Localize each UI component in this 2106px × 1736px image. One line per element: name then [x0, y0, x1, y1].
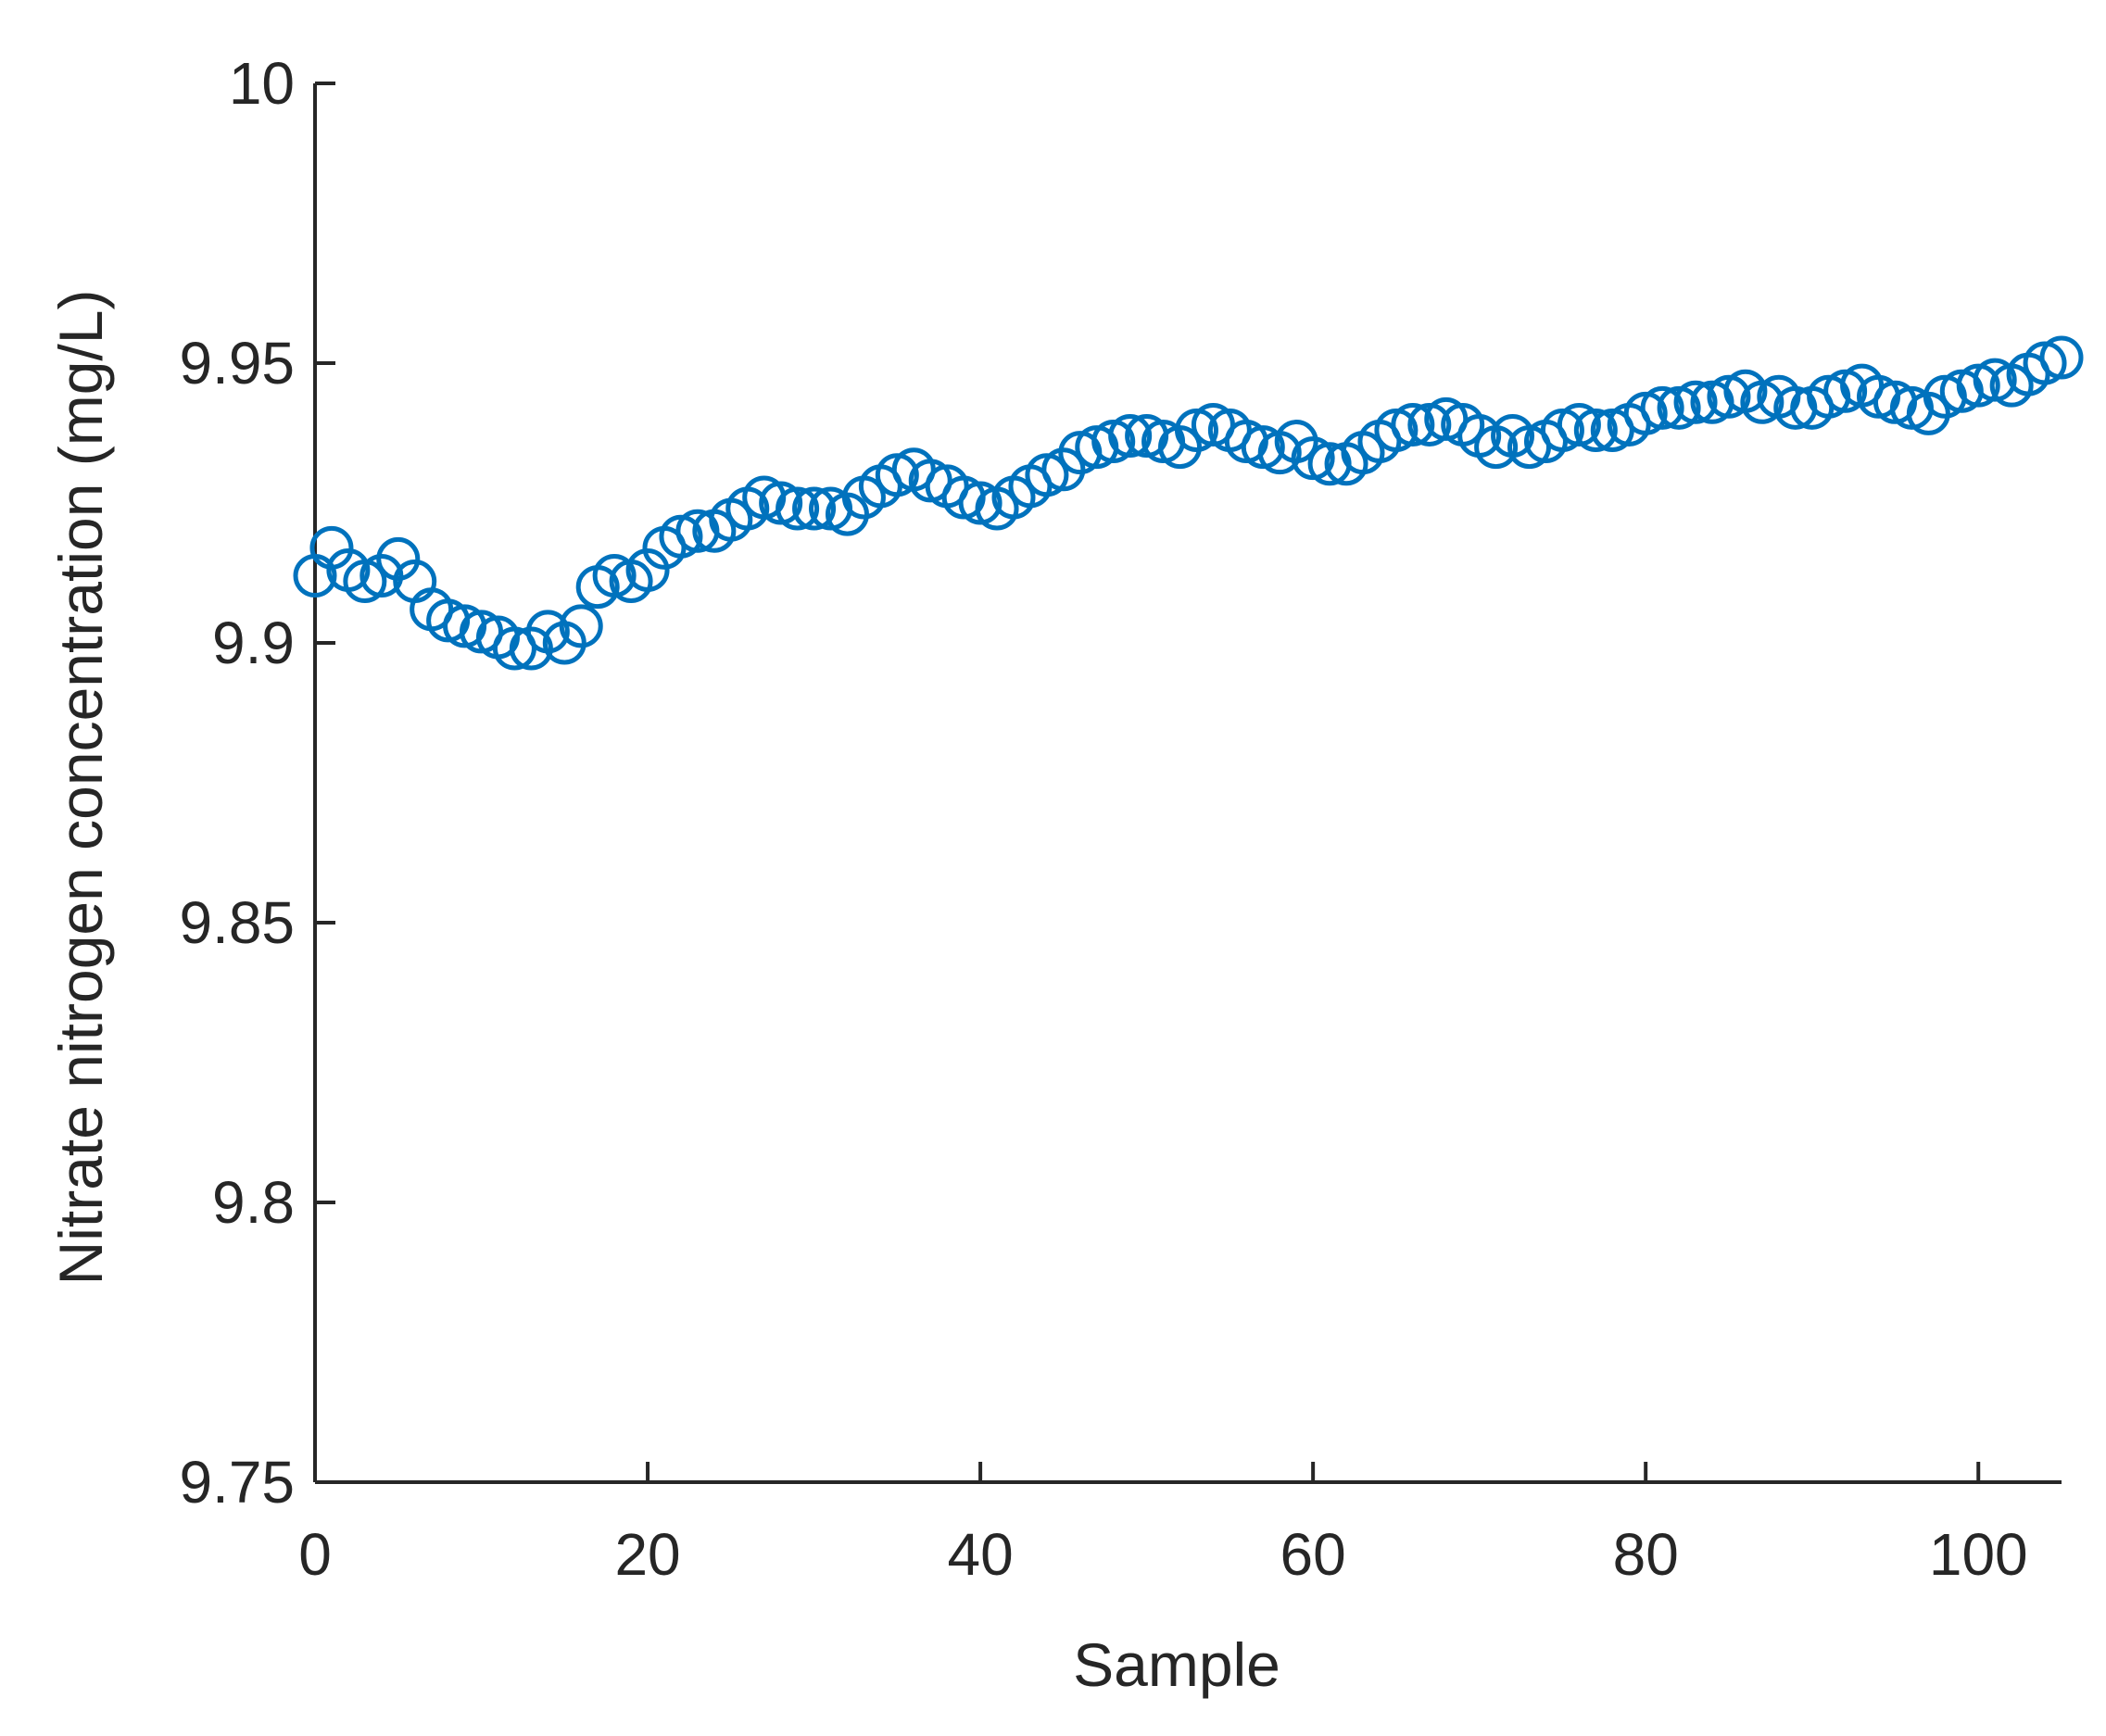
data-point	[1906, 391, 1950, 435]
data-point	[1391, 402, 1435, 447]
data-point	[1640, 385, 1684, 430]
data-markers	[293, 335, 2084, 671]
x-axis-title: Sample	[1073, 1630, 1280, 1699]
data-point	[309, 525, 354, 570]
y-tick-label: 9.85	[179, 889, 295, 956]
x-tick-label: 0	[298, 1521, 332, 1588]
y-axis-title: Nitrate nitrogen concentration (mg/L)	[46, 290, 115, 1286]
y-tick-label: 10	[229, 50, 295, 117]
data-point	[1158, 425, 1203, 470]
x-tick-label: 60	[1280, 1521, 1346, 1588]
data-point	[376, 536, 421, 581]
y-tick-label: 9.9	[212, 610, 295, 676]
data-point	[776, 486, 820, 531]
data-point	[1573, 408, 1618, 452]
data-point	[509, 626, 553, 671]
data-point	[359, 554, 404, 598]
data-point	[1108, 414, 1153, 459]
data-point	[542, 621, 586, 665]
x-tick-label: 20	[614, 1521, 680, 1588]
axes	[313, 83, 2062, 1484]
data-point	[1041, 447, 1086, 492]
data-point	[825, 492, 869, 536]
y-tick-label: 9.75	[179, 1449, 295, 1516]
x-tick-label: 40	[948, 1521, 1014, 1588]
data-point	[1673, 380, 1718, 424]
data-point	[1274, 420, 1318, 464]
y-tick-label: 9.95	[179, 330, 295, 396]
data-point	[2039, 335, 2084, 380]
data-point	[792, 486, 837, 531]
x-tick-label: 100	[1929, 1521, 2028, 1588]
x-tick-label: 80	[1613, 1521, 1679, 1588]
y-tick-label: 9.8	[212, 1169, 295, 1236]
data-point	[559, 604, 603, 648]
data-point	[625, 547, 670, 592]
